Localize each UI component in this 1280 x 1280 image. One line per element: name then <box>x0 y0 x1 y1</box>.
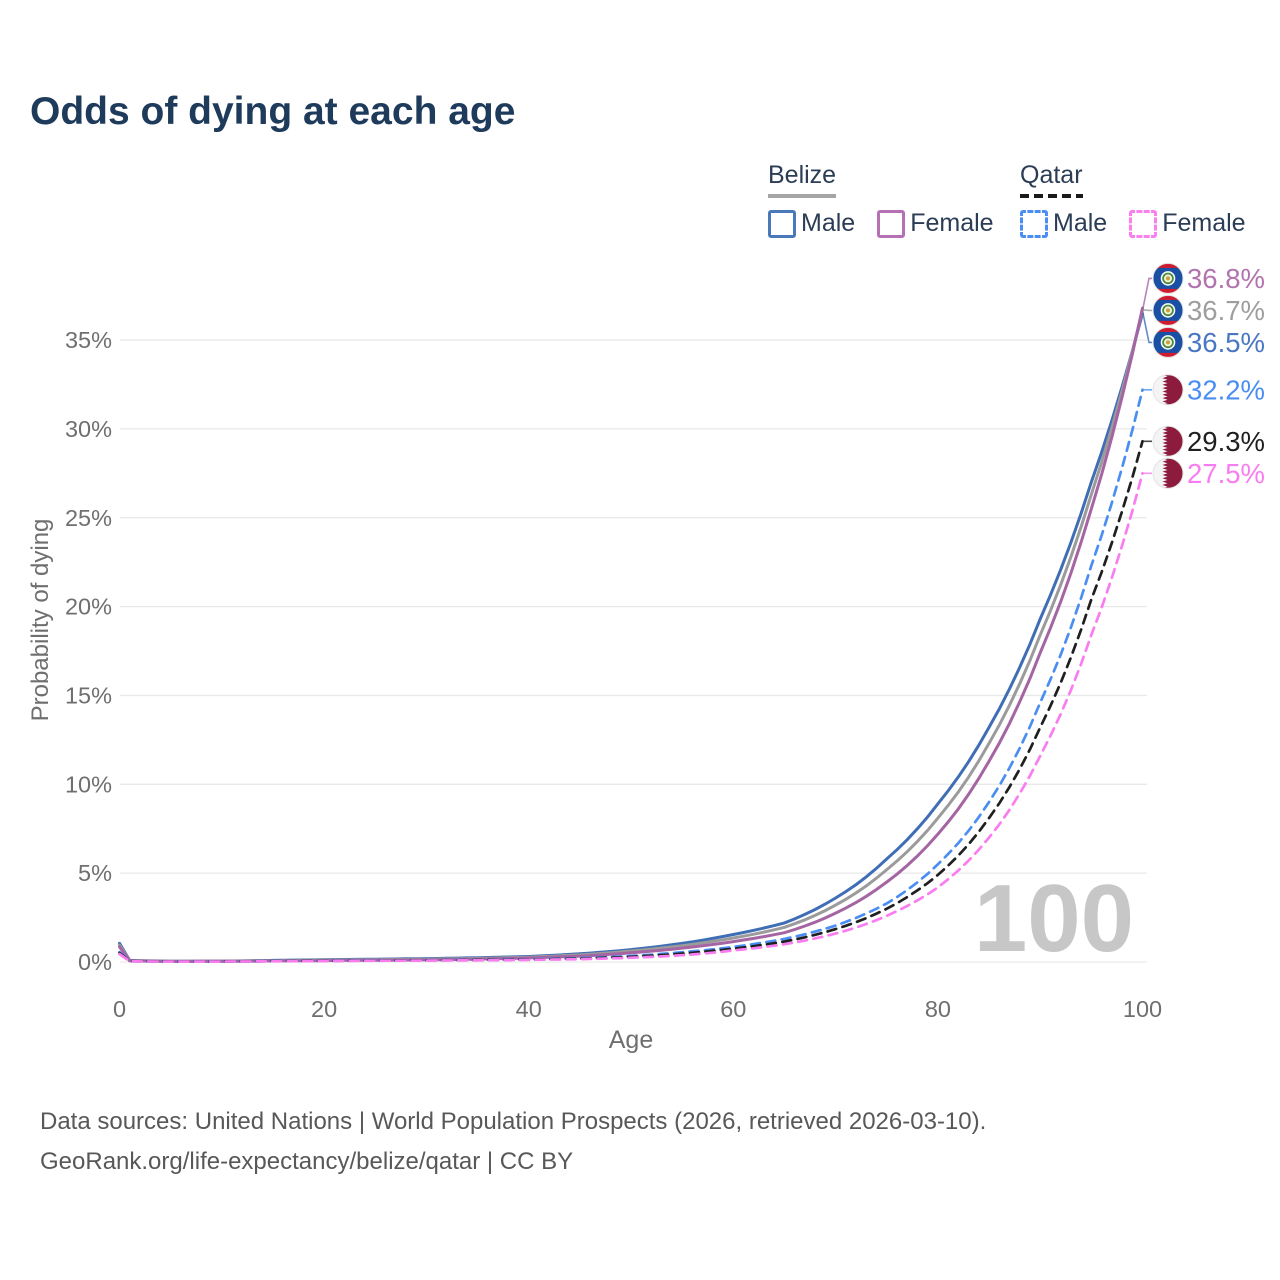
x-tick-label: 40 <box>516 996 542 1022</box>
x-axis-title: Age <box>609 1026 653 1054</box>
legend-country-belize[interactable]: Belize <box>768 161 837 198</box>
page-title: Odds of dying at each age <box>30 90 516 133</box>
qatar-flag-icon <box>1152 457 1184 489</box>
y-tick-label: 5% <box>78 860 112 886</box>
legend-group-belize: Belize Male Female <box>768 161 994 238</box>
qatar-flag-icon <box>1152 374 1184 406</box>
y-tick-label: 25% <box>65 505 112 531</box>
leader-line-belize-female <box>1142 277 1152 309</box>
legend-group-qatar: Qatar Male Female <box>1020 161 1246 238</box>
legend-item-label: Female <box>1162 209 1246 237</box>
legend-linestyle-dashed-sample <box>1020 194 1083 198</box>
legend-item-belize-female[interactable]: Female <box>877 209 994 238</box>
y-tick-label: 10% <box>65 771 112 797</box>
end-value-label-qatar-both: 29.3% <box>1187 426 1265 457</box>
legend-item-qatar-male[interactable]: Male <box>1020 209 1107 238</box>
end-value-label-belize-male: 36.5% <box>1187 327 1265 358</box>
x-tick-label: 80 <box>925 996 951 1022</box>
y-tick-label: 30% <box>65 416 112 442</box>
y-tick-label: 15% <box>65 682 112 708</box>
series-line-qatar-female[interactable] <box>118 471 1144 963</box>
legend-country-qatar[interactable]: Qatar <box>1020 161 1083 198</box>
legend-item-label: Male <box>801 209 856 237</box>
x-tick-label: 20 <box>311 996 337 1022</box>
end-value-label-belize-female: 36.8% <box>1187 263 1265 294</box>
y-axis-title: Probability of dying <box>27 519 54 722</box>
y-tick-label: 20% <box>65 594 112 620</box>
end-value-label-qatar-male: 32.2% <box>1187 374 1265 405</box>
legend-country-belize-label: Belize <box>768 161 837 189</box>
belize-flag-icon <box>1152 294 1184 326</box>
series-line-belize-female[interactable] <box>118 306 1144 963</box>
belize-female-checkbox-icon[interactable] <box>877 209 906 238</box>
legend-linestyle-solid-sample <box>768 194 837 198</box>
legend-country-qatar-label: Qatar <box>1020 161 1083 189</box>
hovered-age-indicator: 100 <box>974 865 1134 972</box>
x-tick-label: 0 <box>113 996 126 1022</box>
qatar-male-checkbox-icon[interactable] <box>1020 209 1048 238</box>
belize-male-checkbox-icon[interactable] <box>768 209 796 238</box>
legend-item-belize-male[interactable]: Male <box>768 209 855 238</box>
end-value-label-qatar-female: 27.5% <box>1187 458 1265 489</box>
legend-item-qatar-female[interactable]: Female <box>1129 209 1246 238</box>
legend-item-label: Female <box>910 209 994 237</box>
y-tick-label: 35% <box>65 327 112 353</box>
data-sources-text: Data sources: United Nations | World Pop… <box>40 1108 987 1135</box>
belize-flag-icon <box>1152 262 1184 294</box>
series-line-belize-both[interactable] <box>118 308 1144 963</box>
attribution-text: GeoRank.org/life-expectancy/belize/qatar… <box>40 1148 574 1175</box>
qatar-flag-icon <box>1152 425 1184 457</box>
qatar-female-checkbox-icon[interactable] <box>1129 209 1158 238</box>
legend-item-label: Male <box>1053 209 1108 237</box>
x-tick-label: 60 <box>720 996 746 1022</box>
y-tick-label: 0% <box>78 949 112 975</box>
end-value-label-belize-both: 36.7% <box>1187 295 1265 326</box>
leader-line-belize-male <box>1142 313 1152 344</box>
leader-line-belize-both <box>1142 309 1152 312</box>
x-tick-label: 100 <box>1123 996 1162 1022</box>
belize-flag-icon <box>1152 326 1184 358</box>
